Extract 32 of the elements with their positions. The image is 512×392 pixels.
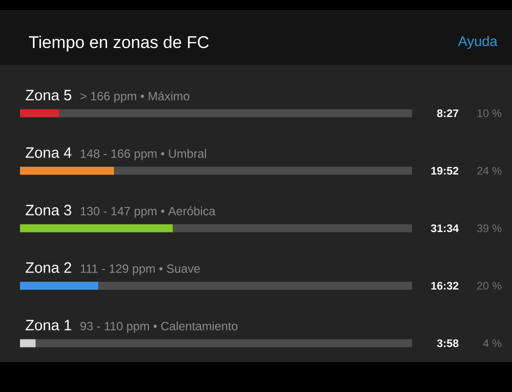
y-tick-label: Zona 2 xyxy=(26,262,72,273)
annotation: 93 - 110 ppm • Calentamiento xyxy=(80,322,238,333)
annotation: 111 - 129 ppm • Suave xyxy=(80,264,200,276)
bar xyxy=(172,224,412,232)
annotation: > 166 ppm • Máximo xyxy=(80,91,190,103)
data-label: 20 % xyxy=(477,282,502,290)
text: 8:27 xyxy=(437,109,458,118)
chart-title: Tiempo en zonas de FC xyxy=(28,36,209,52)
data-label: 39 % xyxy=(477,224,502,232)
annotation: 130 - 147 ppm • Aeróbica xyxy=(80,206,216,218)
bar xyxy=(98,282,412,290)
bar xyxy=(20,339,36,348)
bar xyxy=(20,109,60,118)
text: Ayuda xyxy=(458,36,498,49)
data-label: 4 % xyxy=(483,339,502,348)
text: 31:34 xyxy=(430,224,459,232)
bar xyxy=(59,109,412,118)
y-tick-label: Zona 3 xyxy=(26,204,72,216)
data-label: 24 % xyxy=(477,166,502,175)
bar xyxy=(36,339,412,348)
data-label: 10 % xyxy=(478,109,502,118)
annotation: 148 - 166 ppm • Umbral xyxy=(80,149,206,160)
y-tick-label: Zona 4 xyxy=(26,147,72,158)
bar xyxy=(20,224,173,232)
bar xyxy=(114,166,412,175)
text: 3:58 xyxy=(437,339,458,348)
bar xyxy=(20,166,114,175)
bar xyxy=(20,282,98,290)
y-tick-label: Zona 1 xyxy=(26,320,72,330)
text: 19:52 xyxy=(431,166,458,175)
y-tick-label: Zona 5 xyxy=(26,90,72,100)
text: 16:32 xyxy=(431,282,458,290)
